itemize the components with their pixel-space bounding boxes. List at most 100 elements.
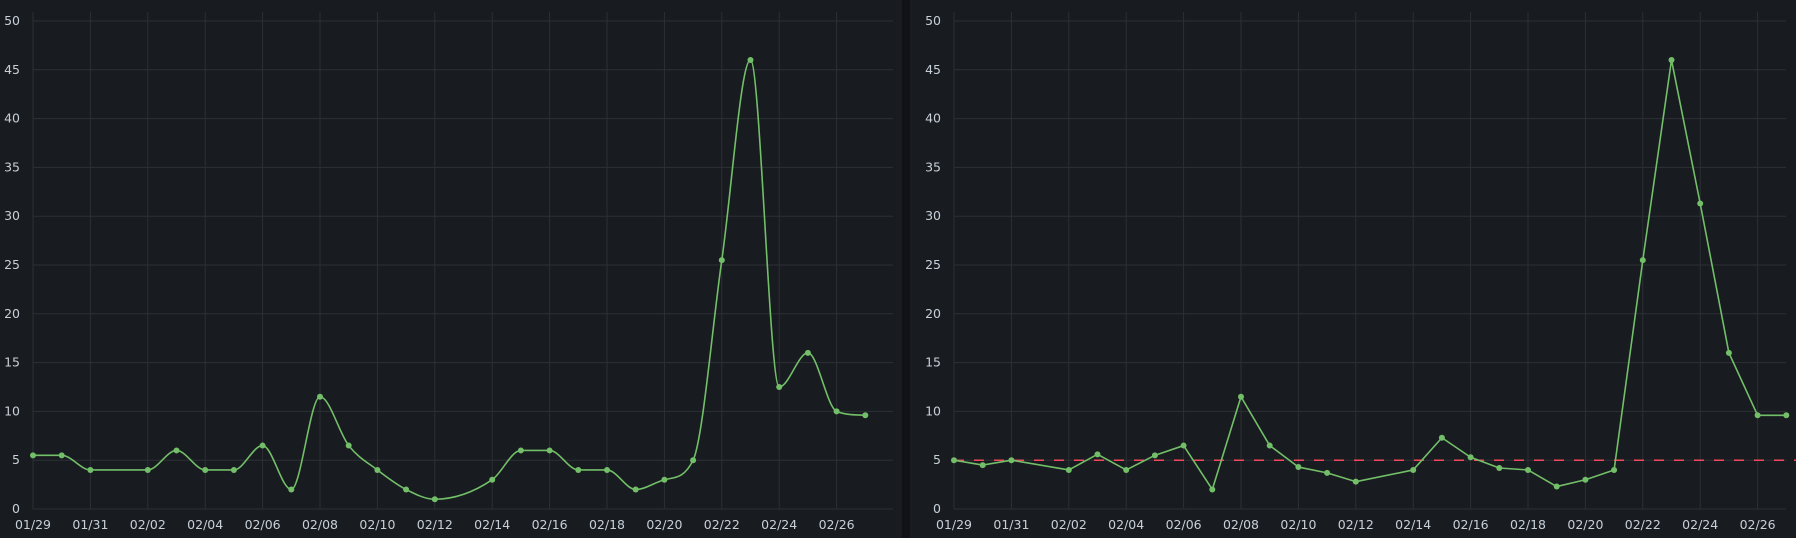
right-xtick-02-10: 02/10: [1280, 517, 1316, 532]
left-ytick-30: 30: [4, 208, 20, 223]
left-data-point-01-31[interactable]: [87, 466, 94, 473]
right-data-point-02-17[interactable]: [1496, 465, 1503, 472]
left-ytick-50: 50: [4, 13, 20, 28]
panel-left-smooth-chart: 0 5 10 15 20 25 30 35 40 45 50 01/29 01/31 02/02 02/04…: [4, 12, 893, 532]
left-data-point-01-30[interactable]: [58, 452, 65, 459]
left-xtick-02-08: 02/08: [302, 517, 338, 532]
left-data-point-02-15[interactable]: [517, 447, 524, 454]
left-data-point-02-07[interactable]: [288, 486, 295, 493]
left-data-point-02-17[interactable]: [575, 466, 582, 473]
left-ytick-45: 45: [4, 62, 20, 77]
left-ytick-20: 20: [4, 306, 20, 321]
right-data-point-02-20[interactable]: [1582, 476, 1589, 483]
left-data-point-02-23[interactable]: [747, 57, 754, 64]
right-data-point-02-14[interactable]: [1410, 466, 1417, 473]
right-data-point-02-25[interactable]: [1725, 349, 1732, 356]
left-data-point-02-14[interactable]: [489, 476, 496, 483]
right-ytick-45: 45: [925, 62, 941, 77]
right-ytick-40: 40: [925, 111, 941, 126]
left-data-point-02-26[interactable]: [833, 408, 840, 415]
right-data-point-02-26[interactable]: [1754, 412, 1761, 419]
left-xtick-02-22: 02/22: [704, 517, 740, 532]
right-data-point-02-24[interactable]: [1697, 200, 1704, 207]
right-data-point-02-12[interactable]: [1352, 478, 1359, 485]
right-ytick-0: 0: [933, 501, 941, 516]
right-ytick-5: 5: [933, 452, 941, 467]
right-data-point-02-03[interactable]: [1094, 451, 1101, 458]
right-data-point-02-11[interactable]: [1324, 469, 1331, 476]
right-ytick-10: 10: [925, 403, 941, 418]
right-data-point-02-08[interactable]: [1238, 393, 1244, 400]
panel-divider[interactable]: [902, 0, 910, 538]
right-xtick-02-08: 02/08: [1223, 517, 1259, 532]
left-ytick-25: 25: [4, 257, 20, 272]
left-ytick-35: 35: [4, 159, 20, 174]
left-series-line-0: [33, 59, 866, 501]
right-xtick-01-29: 01/29: [936, 517, 972, 532]
right-data-point-02-18[interactable]: [1525, 466, 1531, 473]
right-ytick-50: 50: [925, 13, 941, 28]
left-xtick-01-29: 01/29: [15, 517, 51, 532]
left-data-point-02-24[interactable]: [776, 384, 783, 390]
left-data-point-02-22[interactable]: [718, 257, 725, 264]
chart-left-svg: 0 5 10 15 20 25 30 35 40 45 50 01/29 01/31 02/02 02/04…: [4, 12, 893, 532]
right-xtick-02-26: 02/26: [1740, 517, 1776, 532]
left-data-point-02-18[interactable]: [604, 466, 610, 473]
right-xtick-02-22: 02/22: [1625, 517, 1661, 532]
left-xtick-02-16: 02/16: [532, 517, 568, 532]
right-data-point-02-09[interactable]: [1266, 442, 1273, 449]
left-xtick-02-24: 02/24: [761, 517, 797, 532]
left-data-point-02-03[interactable]: [173, 447, 180, 454]
right-data-point-02-04[interactable]: [1123, 466, 1130, 473]
right-xtick-01-31: 01/31: [993, 517, 1029, 532]
right-data-point-02-15[interactable]: [1438, 434, 1445, 441]
left-data-point-02-09[interactable]: [345, 442, 352, 449]
panel-right-linear-chart: 0 5 10 15 20 25 30 35 40 45 50 01/29 01/31 02/02 02/04…: [910, 0, 1796, 538]
left-data-point-02-05[interactable]: [230, 466, 237, 473]
left-ytick-5: 5: [12, 452, 20, 467]
right-xtick-02-20: 02/20: [1567, 517, 1603, 532]
right-xtick-02-14: 02/14: [1395, 517, 1431, 532]
left-data-point-02-20[interactable]: [661, 476, 668, 483]
left-ytick-0: 0: [12, 501, 20, 516]
right-xtick-02-02: 02/02: [1051, 517, 1087, 532]
right-data-point-02-21[interactable]: [1611, 466, 1618, 473]
left-data-point-01-29[interactable]: [30, 452, 36, 459]
left-data-point-02-10[interactable]: [374, 466, 381, 473]
right-data-point-02-06[interactable]: [1180, 442, 1187, 449]
left-data-point-02-11[interactable]: [403, 486, 410, 493]
left-xtick-02-20: 02/20: [646, 517, 682, 532]
left-data-point-02-02[interactable]: [144, 466, 151, 473]
right-data-point-02-07[interactable]: [1209, 486, 1216, 493]
left-data-point-02-16[interactable]: [546, 447, 553, 454]
left-data-point-02-12[interactable]: [431, 496, 438, 503]
right-data-point-01-30[interactable]: [979, 462, 986, 469]
left-data-point-02-06[interactable]: [259, 442, 266, 449]
right-data-point-02-10[interactable]: [1295, 464, 1302, 471]
left-data-point-02-04[interactable]: [202, 466, 209, 473]
left-ytick-10: 10: [4, 403, 20, 418]
left-data-point-02-08[interactable]: [317, 393, 323, 400]
left-data-point-02-19[interactable]: [632, 486, 639, 493]
right-data-point-02-22[interactable]: [1639, 257, 1646, 264]
right-data-point-02-19[interactable]: [1553, 483, 1560, 490]
right-data-point-02-23[interactable]: [1668, 57, 1675, 64]
right-data-point-02-27[interactable]: [1783, 412, 1790, 419]
left-xtick-02-02: 02/02: [130, 517, 166, 532]
right-xtick-02-24: 02/24: [1682, 517, 1718, 532]
right-data-point-01-31[interactable]: [1008, 457, 1015, 464]
right-data-point-01-29[interactable]: [951, 457, 957, 464]
left-data-point-02-25[interactable]: [804, 349, 811, 356]
left-data-point-02-21[interactable]: [690, 457, 697, 464]
right-data-point-02-16[interactable]: [1467, 454, 1474, 461]
right-data-point-02-05[interactable]: [1151, 452, 1158, 459]
right-data-point-02-02[interactable]: [1065, 466, 1072, 473]
right-xtick-02-16: 02/16: [1453, 517, 1489, 532]
right-xtick-02-18: 02/18: [1510, 517, 1546, 532]
right-ytick-20: 20: [925, 306, 941, 321]
left-data-point-02-27[interactable]: [862, 412, 869, 419]
left-xtick-02-04: 02/04: [187, 517, 223, 532]
right-ytick-35: 35: [925, 159, 941, 174]
left-xtick-02-10: 02/10: [359, 517, 395, 532]
